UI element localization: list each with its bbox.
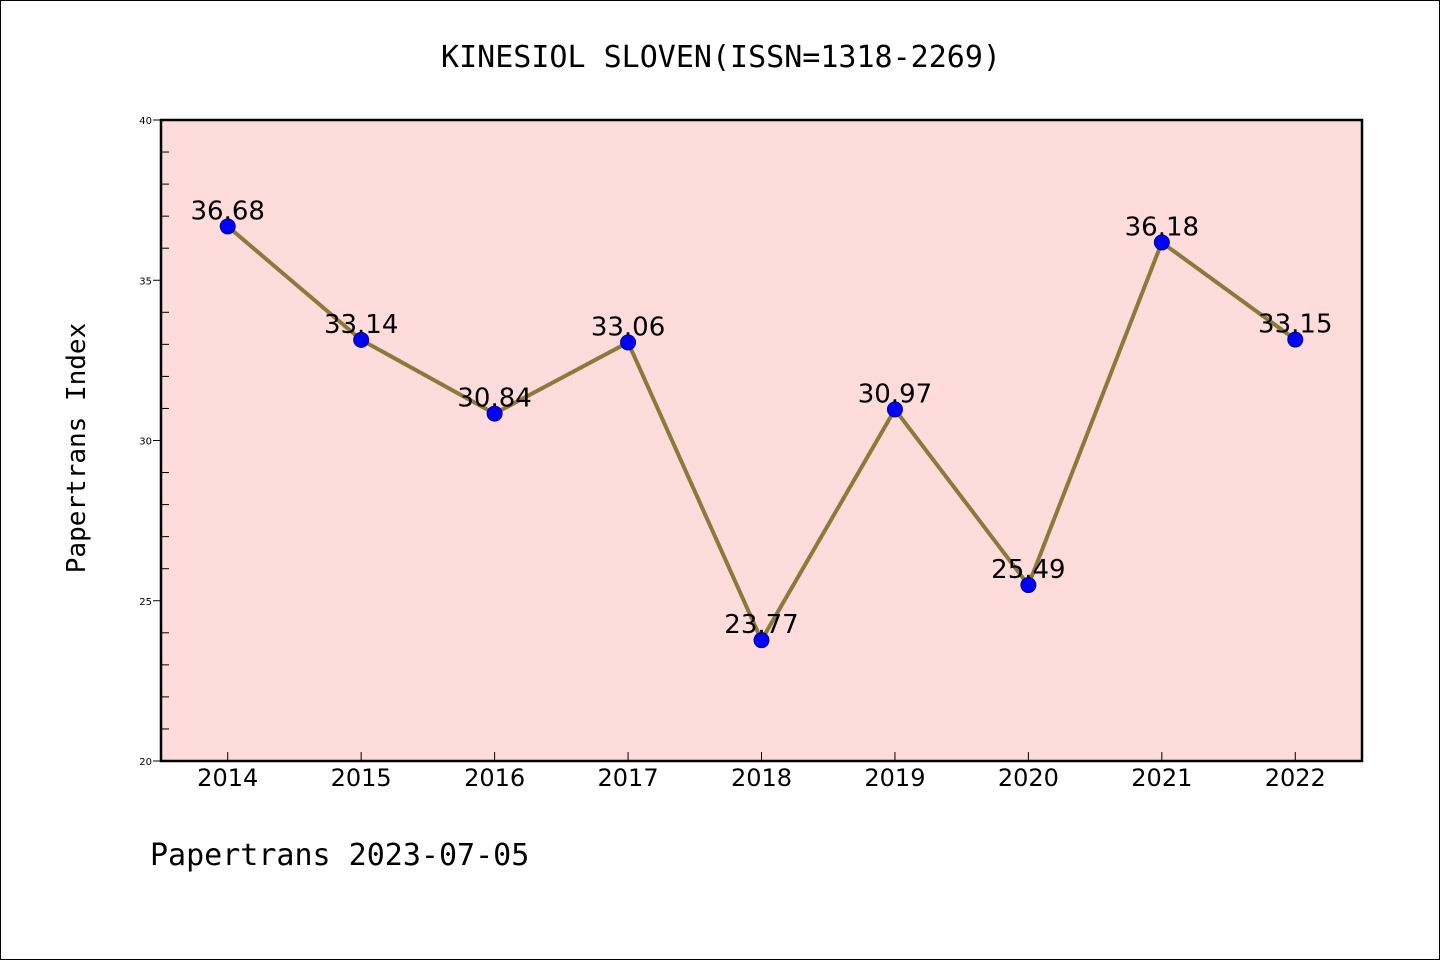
y-tick-label: 35 <box>139 276 152 287</box>
data-point <box>219 218 236 235</box>
data-point <box>1287 331 1304 348</box>
x-tick-label: 2022 <box>1265 764 1326 792</box>
y-tick-label: 40 <box>139 116 152 127</box>
data-label: 25.49 <box>991 555 1065 585</box>
data-markers <box>219 218 1304 649</box>
data-label: 30.84 <box>457 384 531 414</box>
data-label: 33.06 <box>591 312 665 342</box>
x-tick-label: 2021 <box>1131 764 1192 792</box>
data-label: 33.14 <box>324 310 398 340</box>
data-point <box>353 331 370 348</box>
y-tick-label: 30 <box>139 437 152 448</box>
x-axis-ticks: 2014 2015 2016 2017 2018 2019 2020 2021 2022 <box>197 752 1326 792</box>
x-tick-label: 2018 <box>731 764 792 792</box>
data-point <box>753 632 770 649</box>
data-label: 23.77 <box>724 610 798 640</box>
y-tick-label: 20 <box>139 757 152 768</box>
footer-text: Papertrans 2023-07-05 <box>150 838 529 873</box>
data-point <box>486 405 503 422</box>
data-point <box>1020 577 1037 594</box>
data-point <box>1153 234 1170 251</box>
x-tick-label: 2020 <box>998 764 1059 792</box>
x-tick-label: 2014 <box>197 764 258 792</box>
x-tick-label: 2015 <box>331 764 392 792</box>
x-tick-label: 2017 <box>598 764 659 792</box>
plot-area <box>161 120 1362 761</box>
chart-title: KINESIOL SLOVEN(ISSN=1318-2269) <box>441 40 1001 75</box>
data-label: 33.15 <box>1258 310 1332 340</box>
x-tick-label: 2019 <box>864 764 925 792</box>
data-label: 30.97 <box>858 379 932 409</box>
y-tick-label: 25 <box>139 597 152 608</box>
data-label: 36.68 <box>191 196 265 226</box>
data-label: 36.18 <box>1125 212 1199 242</box>
data-point <box>886 401 903 418</box>
y-axis-ticks: 20 25 30 35 40 <box>139 116 169 768</box>
data-labels: 36.68 33.14 30.84 33.06 23.77 30.97 25.49 36.18… <box>191 196 1333 640</box>
data-point <box>620 334 637 351</box>
plot-frame <box>159 118 1364 763</box>
y-axis-label: Papertrans Index <box>62 323 92 573</box>
x-tick-label: 2016 <box>464 764 525 792</box>
